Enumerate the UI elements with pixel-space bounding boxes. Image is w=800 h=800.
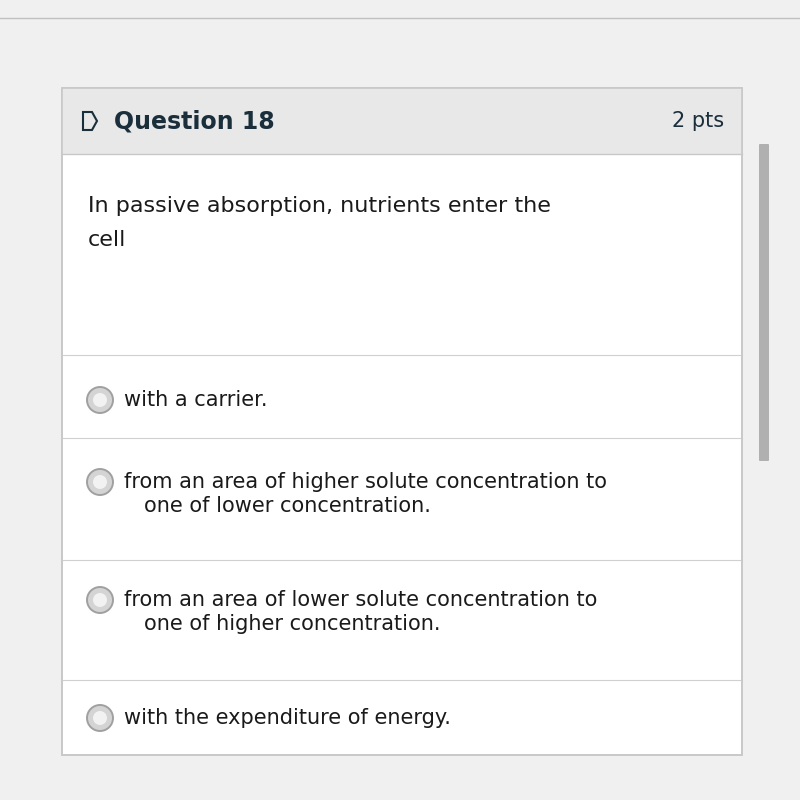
Text: with a carrier.: with a carrier. xyxy=(124,390,267,410)
Circle shape xyxy=(87,587,113,613)
Circle shape xyxy=(93,393,107,407)
FancyBboxPatch shape xyxy=(759,144,769,461)
Bar xyxy=(62,88,742,755)
Bar xyxy=(757,88,771,755)
Circle shape xyxy=(87,387,113,413)
Bar xyxy=(62,88,742,154)
Text: with the expenditure of energy.: with the expenditure of energy. xyxy=(124,708,451,728)
Text: one of higher concentration.: one of higher concentration. xyxy=(144,614,441,634)
Circle shape xyxy=(87,705,113,731)
Text: from an area of higher solute concentration to: from an area of higher solute concentrat… xyxy=(124,472,607,492)
Circle shape xyxy=(93,593,107,607)
Bar xyxy=(62,88,742,755)
Text: cell: cell xyxy=(88,230,126,250)
Circle shape xyxy=(93,475,107,489)
Text: one of lower concentration.: one of lower concentration. xyxy=(144,496,431,516)
Text: Question 18: Question 18 xyxy=(114,109,274,133)
Circle shape xyxy=(93,711,107,725)
Text: from an area of lower solute concentration to: from an area of lower solute concentrati… xyxy=(124,590,598,610)
Circle shape xyxy=(87,469,113,495)
Text: 2 pts: 2 pts xyxy=(672,111,724,131)
Text: In passive absorption, nutrients enter the: In passive absorption, nutrients enter t… xyxy=(88,196,551,216)
